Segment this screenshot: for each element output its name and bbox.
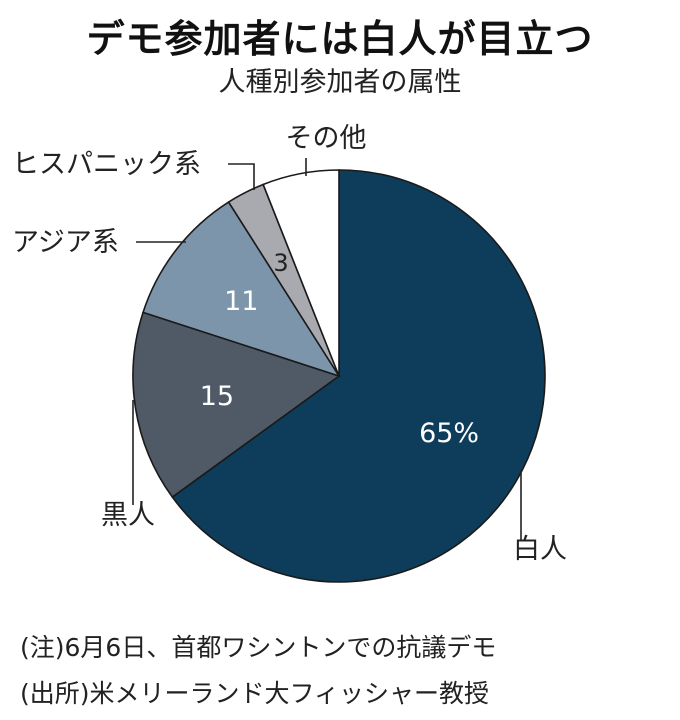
pie-slice-other bbox=[262, 169, 340, 377]
pie-slices bbox=[132, 169, 546, 583]
value-label-black: 15 bbox=[200, 381, 234, 412]
pie-slice-black bbox=[132, 311, 341, 499]
footnote-date: (注)6月6日、首都ワシントンでの抗議デモ bbox=[20, 633, 497, 662]
pie-slice-white bbox=[171, 169, 546, 583]
category-label-asian: アジア系 bbox=[12, 227, 119, 258]
chart-subtitle: 人種別参加者の属性 bbox=[218, 67, 462, 98]
chart-title: デモ参加者には白人が目立つ bbox=[86, 17, 594, 61]
value-label-white: 65% bbox=[419, 418, 479, 449]
value-label-asian: 11 bbox=[224, 286, 258, 317]
category-label-black: 黒人 bbox=[101, 500, 155, 531]
pie-slice-asian bbox=[142, 200, 341, 378]
leader-line-hispanic bbox=[228, 163, 255, 190]
value-label-hispanic: 3 bbox=[273, 249, 288, 277]
category-label-hispanic: ヒスパニック系 bbox=[12, 149, 201, 180]
category-label-other: その他 bbox=[286, 123, 367, 154]
pie-labels: 65% 白人 15 黒人 11 アジア系 3 ヒスパニック系 その他 bbox=[12, 123, 567, 565]
leader-lines bbox=[132, 158, 522, 540]
footnote-source: (出所)米メリーランド大フィッシャー教授 bbox=[20, 679, 490, 708]
category-label-white: 白人 bbox=[513, 534, 567, 565]
